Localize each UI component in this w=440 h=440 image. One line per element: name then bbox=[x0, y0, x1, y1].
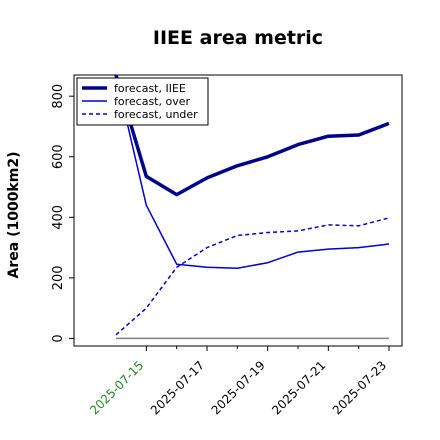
series-layer bbox=[114, 75, 390, 340]
x-tick-label: 2025-07-15 bbox=[87, 358, 146, 417]
legend-label: forecast, IIEE bbox=[114, 82, 186, 95]
x-tick-label: 2025-07-21 bbox=[269, 358, 328, 417]
x-tick-label: 2025-07-17 bbox=[148, 358, 207, 417]
x-tick-label: 2025-07-19 bbox=[209, 358, 268, 417]
y-tick-label: 400 bbox=[51, 205, 66, 230]
series-line-forecast-iiee bbox=[114, 75, 390, 197]
series-line-forecast-under bbox=[115, 217, 390, 336]
y-tick-label: 200 bbox=[51, 265, 66, 290]
y-tick-label: 800 bbox=[51, 84, 66, 109]
chart-title: IIEE area metric bbox=[153, 27, 323, 49]
x-axis: 2025-07-15 2025-07-17 2025-07-19 2025-07-21… bbox=[87, 346, 390, 417]
series-line-forecast-over bbox=[115, 75, 390, 269]
y-tick-label: 600 bbox=[51, 144, 66, 169]
legend-label: forecast, under bbox=[114, 108, 198, 121]
legend-label: forecast, over bbox=[114, 95, 190, 108]
y-axis: 0 200 400 600 800 bbox=[51, 84, 74, 343]
x-tick-label: 2025-07-23 bbox=[330, 358, 389, 417]
y-tick-label: 0 bbox=[51, 334, 66, 342]
y-axis-label: Area (1000km2) bbox=[6, 152, 22, 279]
